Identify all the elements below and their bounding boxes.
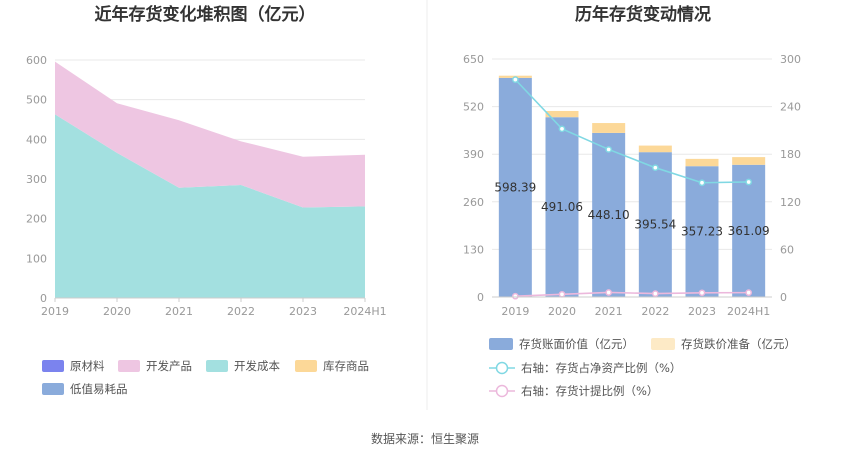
left-y-tick-label: 500	[26, 94, 47, 107]
left-y-tick-label: 400	[26, 133, 47, 146]
right-chart-title: 历年存货变动情况	[575, 4, 711, 25]
right-x-tick-label: 2024H1	[727, 305, 770, 318]
left-chart-title: 近年存货变化堆积图（亿元）	[95, 4, 316, 25]
line-point-1	[651, 290, 659, 297]
legend-marker-1	[495, 384, 509, 398]
line-point-1	[698, 289, 706, 297]
legend-swatch-bar-0	[489, 338, 513, 350]
legend-label-line-1: 右轴：存货计提比例（%）	[521, 384, 658, 398]
left-y-tick-label: 0	[40, 292, 47, 305]
line-point-1	[558, 290, 566, 298]
legend-swatch-低值易耗品	[42, 383, 64, 395]
line-point-0	[605, 146, 613, 153]
bar-impairment-reserve	[545, 110, 579, 118]
left-y-tick-label: 600	[26, 54, 47, 67]
bar-data-label: 598.39	[494, 180, 536, 194]
bar-impairment-reserve	[685, 158, 719, 167]
line-point-0	[511, 76, 519, 83]
left-areas	[55, 61, 365, 299]
left-x-tick-label: 2019	[41, 305, 69, 318]
right-y-left-tick-label: 130	[463, 243, 484, 256]
right-legend: 存货账面价值（亿元） 存货跌价准备（亿元）右轴：存货占净资产比例（%） 右轴：存货计…	[489, 337, 796, 398]
right-bars	[498, 75, 766, 297]
bar-impairment-reserve	[592, 123, 626, 133]
bar-impairment-reserve	[732, 157, 766, 165]
right-x-tick-label: 2019	[501, 305, 529, 318]
area-开发成本	[55, 114, 365, 299]
bar-book-value	[638, 152, 672, 297]
bar-book-value	[592, 132, 626, 297]
right-y-left-tick-label: 260	[463, 196, 484, 209]
bar-book-value	[732, 164, 766, 297]
bar-book-value	[685, 166, 719, 297]
legend-swatch-bar-1	[651, 338, 675, 350]
right-y-left-tick-label: 520	[463, 101, 484, 114]
combo-bar-line-chart: 历年存货变动情况 598.39 491.06 448.10 395.54 357.23 3…	[463, 4, 801, 398]
legend-label-bar-1: 存货跌价准备（亿元）	[681, 337, 796, 351]
left-y-tick-label: 100	[26, 252, 47, 265]
bar-data-label: 448.10	[588, 208, 630, 222]
legend-label-开发产品: 开发产品	[146, 359, 192, 373]
right-axis: 0 130 260 390 520 650 0 60 120 180 240 300 2019 2020 2…	[463, 53, 801, 318]
data-source: 数据来源：恒生聚源	[371, 431, 479, 446]
legend-swatch-库存商品	[295, 360, 317, 372]
left-axis: 0 100 200 300 400 500 600 2019 2020 2021 2022 2023 2…	[26, 54, 387, 318]
legend-label-line-0: 右轴：存货占净资产比例（%）	[521, 361, 681, 375]
legend-marker-0	[495, 361, 509, 375]
legend-swatch-原材料	[42, 360, 64, 372]
right-y-right-tick-label: 0	[780, 291, 787, 304]
left-y-tick-label: 300	[26, 173, 47, 186]
line-series-1	[515, 291, 749, 298]
right-y-right-tick-label: 300	[780, 53, 801, 66]
line-point-0	[698, 179, 706, 187]
legend-label-库存商品: 库存商品	[323, 359, 369, 373]
bar-data-label: 357.23	[681, 225, 723, 239]
right-grid	[492, 58, 772, 298]
right-y-right-tick-label: 180	[780, 148, 801, 161]
line-point-1	[605, 289, 613, 296]
right-y-left-tick-label: 650	[463, 53, 484, 66]
right-y-left-tick-label: 0	[477, 291, 484, 304]
bar-book-value	[498, 77, 532, 297]
legend-label-原材料: 原材料	[70, 359, 105, 373]
line-point-0	[558, 125, 566, 133]
bar-data-label: 491.06	[541, 200, 583, 214]
left-x-tick-label: 2021	[165, 305, 193, 318]
area-开发产品	[55, 61, 365, 208]
line-point-0	[651, 164, 659, 172]
line-point-1	[511, 292, 519, 300]
right-bar-labels: 598.39 491.06 448.10 395.54 357.23 361.09	[494, 180, 769, 238]
bar-data-label: 361.09	[728, 224, 770, 238]
stacked-area-chart: 近年存货变化堆积图（亿元） 0 100 200 300 400 500 600 2019 202…	[26, 4, 387, 396]
right-x-tick-label: 2023	[688, 305, 716, 318]
legend-swatch-开发产品	[118, 360, 140, 372]
bar-data-label: 395.54	[634, 218, 676, 232]
left-x-tick-label: 2024H1	[343, 305, 386, 318]
left-y-tick-label: 200	[26, 213, 47, 226]
right-y-right-tick-label: 120	[780, 196, 801, 209]
legend-swatch-开发成本	[206, 360, 228, 372]
left-x-tick-label: 2022	[227, 305, 255, 318]
legend-label-bar-0: 存货账面价值（亿元）	[519, 337, 634, 351]
right-y-left-tick-label: 390	[463, 148, 484, 161]
right-x-tick-label: 2021	[595, 305, 623, 318]
legend-label-开发成本: 开发成本	[234, 359, 280, 373]
line-point-1	[745, 289, 753, 296]
right-x-tick-label: 2022	[641, 305, 669, 318]
line-point-0	[745, 178, 753, 186]
left-x-tick-label: 2023	[289, 305, 317, 318]
bar-book-value	[545, 117, 579, 297]
right-y-right-tick-label: 240	[780, 101, 801, 114]
left-x-tick-label: 2020	[103, 305, 131, 318]
right-y-right-tick-label: 60	[780, 243, 794, 256]
right-x-tick-label: 2020	[548, 305, 576, 318]
legend-label-低值易耗品: 低值易耗品	[70, 382, 128, 396]
line-series-0	[514, 79, 749, 184]
bar-impairment-reserve	[638, 145, 672, 153]
